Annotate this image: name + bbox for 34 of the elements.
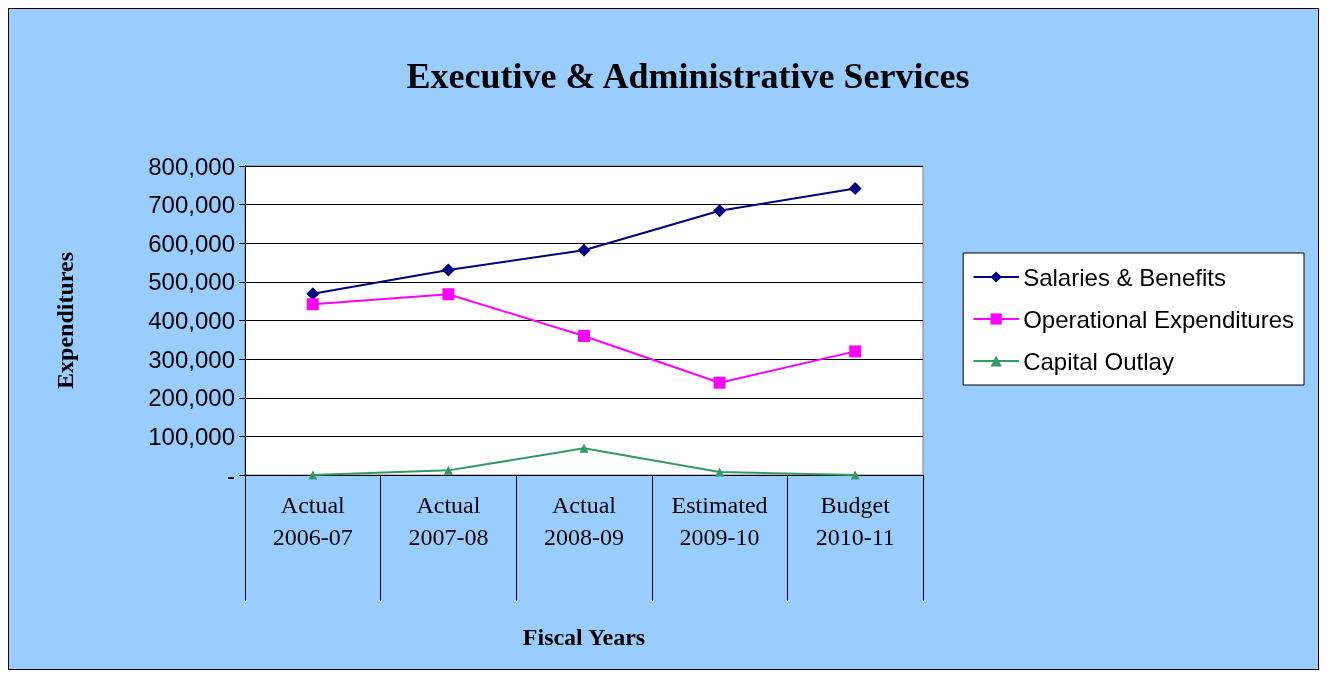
x-axis-title: Fiscal Years: [522, 624, 646, 650]
point: [578, 329, 590, 342]
y-tick-label: 100,000: [148, 422, 235, 450]
point: [849, 345, 862, 358]
point: [579, 443, 589, 453]
x-tick-label: Budget 2010-11: [815, 492, 895, 550]
y-tick-label: 300,000: [148, 345, 235, 373]
y-tick-label: 700,000: [148, 191, 235, 219]
point: [713, 204, 727, 218]
legend-label: Capital Outlay: [1023, 347, 1174, 375]
point: [443, 465, 453, 475]
point: [850, 470, 860, 480]
y-tick-label: 500,000: [148, 268, 235, 296]
y-tick-label: 200,000: [148, 384, 235, 412]
x-tick-label: Actual 2008-09: [544, 492, 624, 550]
x-tick-label: Actual 2007-08: [408, 492, 489, 550]
point: [713, 376, 726, 389]
legend-label: Operational Expenditures: [1023, 305, 1295, 333]
x-tick-label: Actual 2006-07: [272, 492, 353, 550]
point: [442, 288, 455, 301]
point: [306, 287, 320, 301]
y-axis-title: Expenditures: [52, 252, 78, 389]
point: [577, 243, 591, 257]
legend-label: Salaries & Benefits: [1023, 263, 1226, 291]
point: [441, 263, 455, 277]
x-tick-label: Estimated 2009-10: [671, 492, 768, 550]
chart-title: Executive & Administrative Services: [406, 56, 970, 96]
point: [848, 181, 862, 195]
point: [306, 298, 319, 311]
y-tick-label: 400,000: [148, 307, 235, 334]
y-tick-label: 800,000: [148, 152, 235, 180]
y-tick-label: -: [227, 461, 235, 489]
point: [308, 470, 318, 480]
y-tick-label: 600,000: [148, 229, 235, 257]
